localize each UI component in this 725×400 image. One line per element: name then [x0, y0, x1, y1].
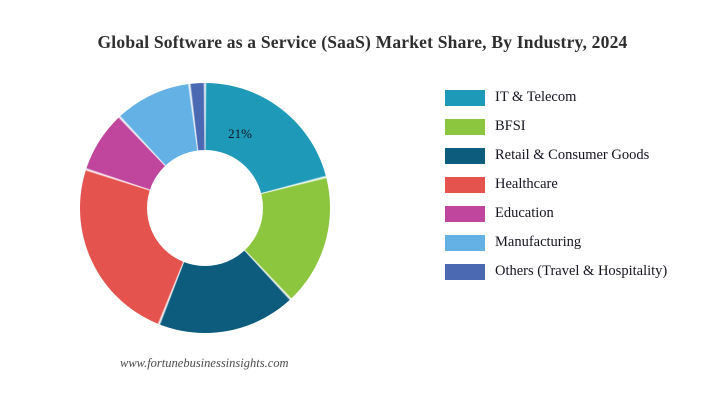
chart-title: Global Software as a Service (SaaS) Mark…: [97, 32, 628, 52]
slice-label-it-telecom: 21%: [228, 125, 252, 141]
legend-label: Retail & Consumer Goods: [495, 147, 650, 163]
legend-swatch: [445, 118, 485, 135]
legend-label: Healthcare: [495, 176, 558, 192]
legend-swatch: [445, 89, 485, 106]
legend-item: BFSI: [445, 118, 667, 135]
legend-item: Others (Travel & Hospitality): [445, 263, 667, 280]
legend-label: Education: [495, 205, 554, 221]
legend-item: Retail & Consumer Goods: [445, 147, 667, 164]
legend-label: Manufacturing: [495, 234, 582, 250]
legend-item: Healthcare: [445, 176, 667, 193]
legend-swatch: [445, 147, 485, 164]
legend-item: IT & Telecom: [445, 89, 667, 106]
legend-swatch: [445, 176, 485, 193]
legend: IT & Telecom BFSI Retail & Consumer Goods H…: [445, 89, 667, 292]
donut-chart-area: 21%: [80, 83, 330, 333]
legend-swatch: [445, 234, 485, 251]
source-url-text: www.fortunebusinessinsights.com: [120, 356, 289, 370]
legend-label: BFSI: [495, 118, 526, 134]
donut-hole: [147, 150, 263, 266]
donut-chart: 21%: [80, 83, 330, 333]
legend-swatch: [445, 263, 485, 280]
legend-item: Education: [445, 205, 667, 222]
legend-label: Others (Travel & Hospitality): [495, 263, 668, 279]
legend-item: Manufacturing: [445, 234, 667, 251]
legend-swatch: [445, 205, 485, 222]
legend-label: IT & Telecom: [495, 89, 577, 105]
